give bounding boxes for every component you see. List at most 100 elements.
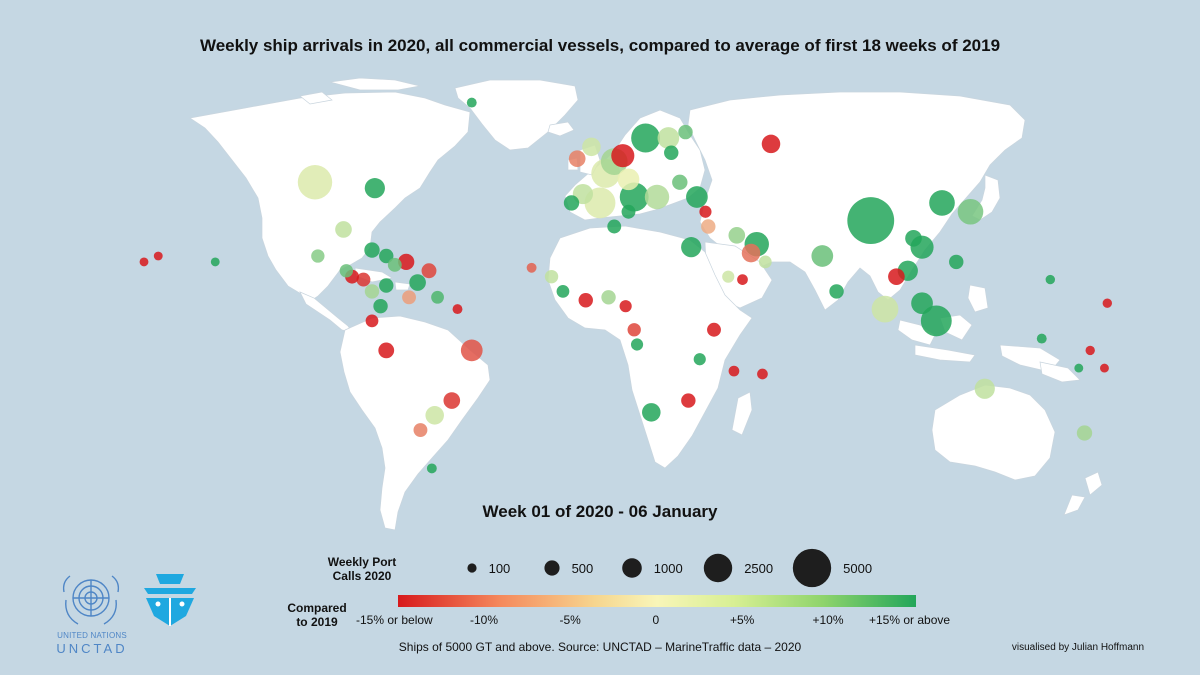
color-scale-tick-label: 0: [652, 613, 660, 627]
port-bubble: [678, 124, 693, 140]
chart-title: Weekly ship arrivals in 2020, all commer…: [199, 36, 1001, 55]
un-emblem-icon: [62, 575, 120, 625]
port-bubble: [811, 245, 834, 267]
port-bubble: [1074, 363, 1084, 373]
port-bubble: [707, 322, 721, 337]
color-scale-tick-label: +10%: [812, 613, 844, 627]
port-bubble: [686, 186, 708, 208]
port-bubble: [761, 134, 781, 154]
color-scale-tick-label: +5%: [730, 613, 755, 627]
port-bubble: [378, 342, 395, 359]
port-bubble: [1102, 298, 1113, 308]
size-legend-label: 5000: [843, 561, 872, 576]
port-bubble: [379, 248, 394, 264]
unctad-label: UNCTAD: [56, 641, 128, 656]
port-bubble: [398, 253, 415, 271]
port-bubble: [974, 378, 995, 399]
port-bubble: [210, 257, 220, 267]
port-bubble: [364, 284, 380, 299]
port-bubble: [413, 423, 428, 437]
port-bubble: [364, 178, 385, 199]
size-legend-label: 100: [489, 561, 511, 576]
port-bubble: [409, 274, 426, 291]
size-legend-label: 1000: [654, 561, 683, 576]
port-bubble: [617, 168, 640, 191]
port-bubble: [139, 257, 149, 267]
port-bubble: [693, 353, 706, 366]
central-america-land: [299, 291, 353, 333]
port-bubble: [911, 292, 933, 315]
port-bubble: [888, 268, 905, 285]
size-legend-circle: [544, 560, 560, 576]
port-bubble: [644, 184, 670, 210]
africa-land: [547, 225, 753, 469]
port-bubble: [426, 463, 437, 474]
port-bubble: [672, 174, 688, 190]
port-bubble: [373, 298, 388, 314]
australia-land: [931, 384, 1056, 481]
port-bubble: [1085, 345, 1095, 356]
port-bubble: [664, 145, 679, 160]
port-bubble: [741, 243, 761, 263]
port-bubble: [339, 264, 354, 278]
new-guinea-land: [1039, 361, 1081, 383]
port-bubble: [582, 137, 601, 157]
port-bubble: [728, 227, 746, 244]
port-bubble: [920, 305, 952, 337]
port-bubble: [563, 195, 580, 211]
port-bubble: [757, 368, 768, 380]
port-bubble: [364, 242, 380, 258]
port-bubble: [949, 254, 964, 270]
port-bubble: [657, 127, 680, 149]
size-legend-circle: [467, 563, 477, 573]
port-bubble: [460, 339, 483, 362]
port-bubble: [847, 197, 895, 245]
port-bubble: [452, 304, 463, 315]
port-bubble: [631, 123, 661, 153]
port-bubble: [431, 290, 444, 304]
port-bubble: [737, 274, 748, 285]
port-bubble: [365, 314, 379, 328]
port-bubble: [387, 257, 402, 272]
port-bubble: [619, 300, 632, 313]
source-note: Ships of 5000 GT and above. Source: UNCT…: [398, 640, 802, 654]
port-bubble: [829, 284, 844, 299]
port-bubble: [627, 323, 641, 337]
color-scale-bar: [398, 595, 916, 607]
size-legend-title-line2: Calls 2020: [332, 569, 392, 583]
port-bubble: [466, 97, 477, 108]
port-bubble: [642, 403, 661, 422]
size-legend-circle: [792, 548, 832, 588]
color-legend-title: Compared to 2019: [268, 601, 366, 629]
port-bubble: [443, 392, 461, 409]
port-bubble: [1100, 363, 1109, 373]
port-bubble: [425, 406, 444, 425]
port-bubble: [1045, 274, 1056, 285]
credit-note: visualised by Julian Hoffmann: [1011, 642, 1144, 653]
port-bubble: [630, 338, 644, 351]
color-legend-title-line1: Compared: [287, 601, 347, 615]
southeast-asia-islands: [897, 284, 1061, 373]
port-bubble: [544, 269, 559, 284]
port-bubble: [607, 219, 622, 234]
south-america-land: [339, 315, 491, 531]
port-bubble: [379, 278, 394, 293]
port-bubble: [311, 249, 325, 263]
port-bubble: [421, 263, 437, 279]
iceland-land: [547, 121, 575, 137]
port-bubble: [1076, 425, 1093, 441]
port-bubbles: [139, 97, 1113, 474]
size-legend: 100 500 1000 2500 5000: [467, 548, 872, 588]
color-scale-tick-label: -5%: [559, 613, 581, 627]
port-bubble: [611, 144, 635, 168]
color-legend-title-line2: to 2019: [296, 615, 338, 629]
color-scale-tick-label: -15% or below: [356, 613, 433, 627]
port-bubble: [621, 204, 636, 219]
un-label: UNITED NATIONS: [57, 631, 127, 640]
port-bubble: [297, 165, 333, 200]
size-legend-label: 500: [572, 561, 594, 576]
port-bubble: [1036, 333, 1047, 344]
madagascar-land: [731, 391, 753, 436]
color-scale-tick-label: -10%: [470, 613, 499, 627]
